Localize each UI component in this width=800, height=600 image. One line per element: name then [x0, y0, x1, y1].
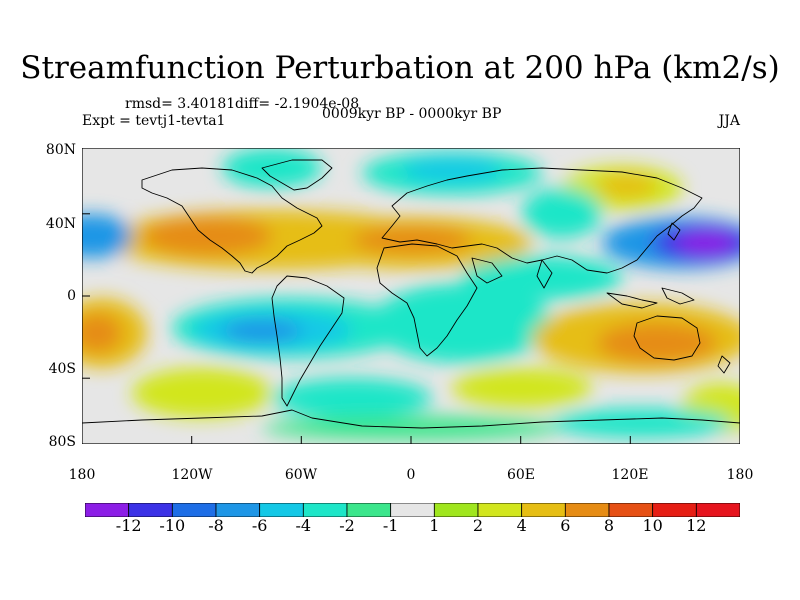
- colorbar-swatch: [390, 503, 435, 517]
- colorbar-label: -10: [159, 516, 186, 535]
- colorbar-label: 8: [603, 516, 615, 535]
- x-tick-label: 180: [68, 467, 96, 483]
- colorbar-swatch: [477, 503, 523, 517]
- x-tick-label: 60W: [284, 467, 318, 483]
- diff-label: diff= -2.1904e-08: [235, 96, 360, 112]
- colorbar-label: -8: [208, 516, 224, 535]
- colorbar-swatch: [215, 503, 261, 517]
- x-tick-label: 180: [726, 467, 754, 483]
- x-tick-label: 120E: [611, 467, 649, 483]
- colorbar-swatch: [85, 503, 130, 517]
- colorbar-swatch: [346, 503, 392, 517]
- colorbar-label: 2: [472, 516, 484, 535]
- axis-ticks: [82, 148, 631, 444]
- y-tick-label: 0: [67, 288, 76, 304]
- colorbar-swatch: [302, 503, 348, 517]
- colorbar-label: -2: [339, 516, 355, 535]
- colorbar-label: -6: [251, 516, 268, 535]
- season-label: JJA: [718, 113, 740, 129]
- plot-title: Streamfunction Perturbation at 200 hPa (…: [20, 50, 780, 86]
- y-tick-label: 80N: [45, 142, 76, 158]
- colorbar-swatch: [695, 503, 740, 517]
- x-tick-label: 120W: [171, 467, 213, 483]
- streamfunction-map: [82, 148, 740, 444]
- colorbar-label: -4: [295, 516, 312, 535]
- colorbar-label: 4: [516, 516, 527, 535]
- colorbar-label: 10: [642, 516, 663, 535]
- colorbar: [85, 503, 740, 517]
- experiment-label: Expt = tevtj1-tevta1: [82, 113, 226, 129]
- rmsd-label: rmsd= 3.40181: [125, 96, 236, 112]
- colorbar-label: 1: [429, 516, 440, 535]
- colorbar-swatch: [564, 503, 610, 517]
- y-tick-label: 80S: [48, 434, 76, 450]
- colorbar-label: 12: [686, 516, 707, 535]
- colorbar-swatch: [259, 503, 304, 517]
- x-tick-label: 0: [406, 467, 416, 483]
- colorbar-swatch: [652, 503, 697, 517]
- colorbar-swatch: [433, 503, 479, 517]
- colorbar-swatch: [521, 503, 566, 517]
- colorbar-swatch: [171, 503, 217, 517]
- field-shading: [82, 148, 740, 440]
- x-tick-label: 60E: [506, 467, 536, 483]
- coastlines: [82, 159, 740, 429]
- colorbar-swatch: [608, 503, 654, 517]
- colorbar-swatch: [128, 503, 173, 517]
- colorbar-label: 6: [560, 516, 571, 535]
- y-tick-label: 40S: [48, 361, 76, 377]
- y-tick-label: 40N: [45, 216, 76, 232]
- colorbar-label: -1: [382, 516, 399, 535]
- period-label: 0009kyr BP - 0000kyr BP: [322, 106, 502, 122]
- colorbar-label: -12: [115, 516, 142, 535]
